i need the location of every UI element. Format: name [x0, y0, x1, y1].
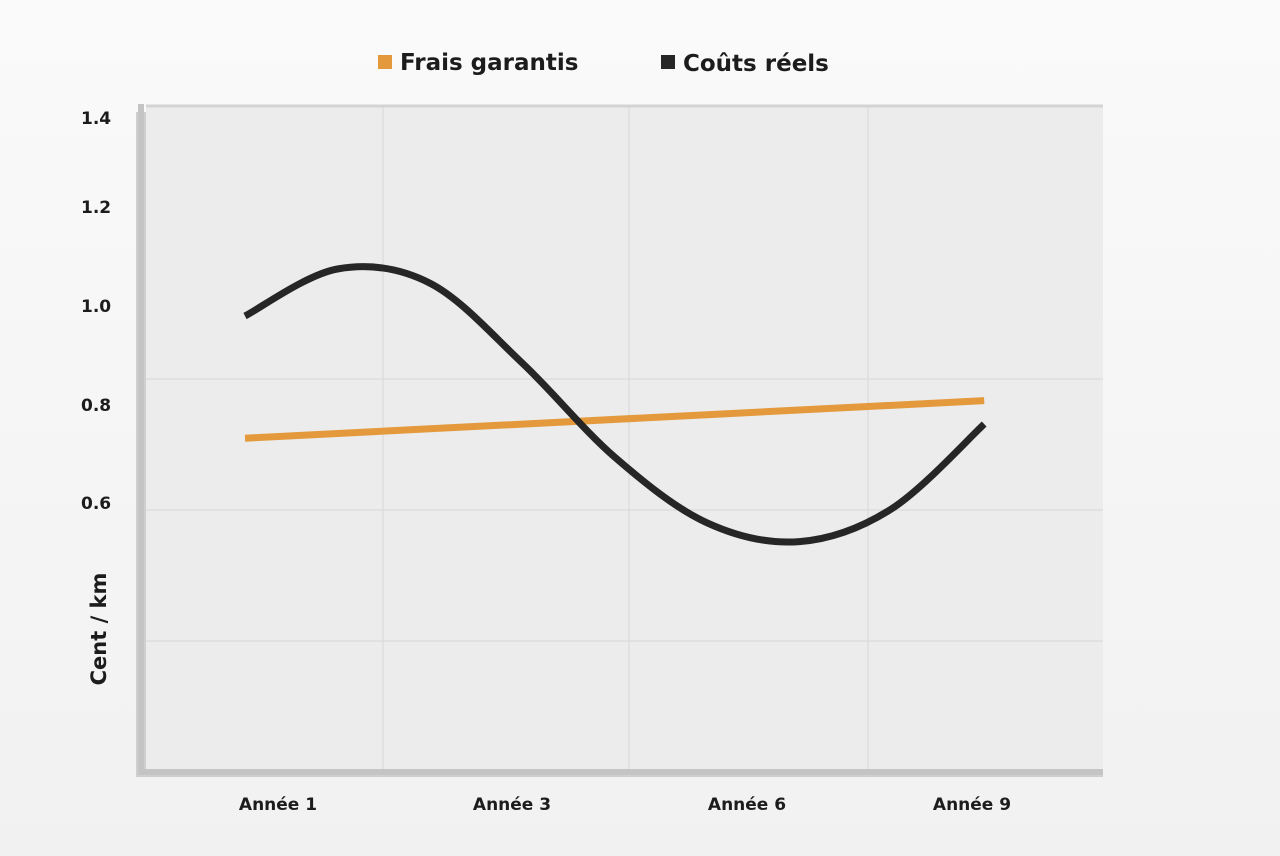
legend: Frais garantis Coûts réels: [378, 50, 829, 77]
x-tick-label: Année 3: [473, 795, 551, 815]
x-tick-labels: Année 1 Année 3 Année 6 Année 9: [239, 795, 1011, 815]
legend-label-couts-reels: Coûts réels: [683, 51, 829, 77]
series-line-frais-garantis: [244, 397, 985, 442]
y-tick-label: 1.2: [81, 198, 111, 218]
gridlines: [146, 106, 1103, 771]
x-tick-label: Année 1: [239, 795, 317, 815]
y-tick-label: 1.4: [81, 109, 111, 129]
x-tick-label: Année 6: [708, 795, 786, 815]
y-tick-label: 0.8: [81, 396, 111, 416]
y-tick-label: 0.6: [81, 494, 111, 514]
series-line-couts-reels: [243, 263, 987, 546]
legend-label-frais-garantis: Frais garantis: [400, 50, 578, 76]
y-tick-label: 1.0: [81, 297, 111, 317]
y-axis-title: Cent / km: [87, 573, 111, 686]
legend-swatch-couts-reels: [661, 55, 675, 69]
y-tick-labels: 1.4 1.2 1.0 0.8 0.6: [81, 109, 111, 514]
legend-swatch-frais-garantis: [378, 55, 392, 69]
x-tick-label: Année 9: [933, 795, 1011, 815]
